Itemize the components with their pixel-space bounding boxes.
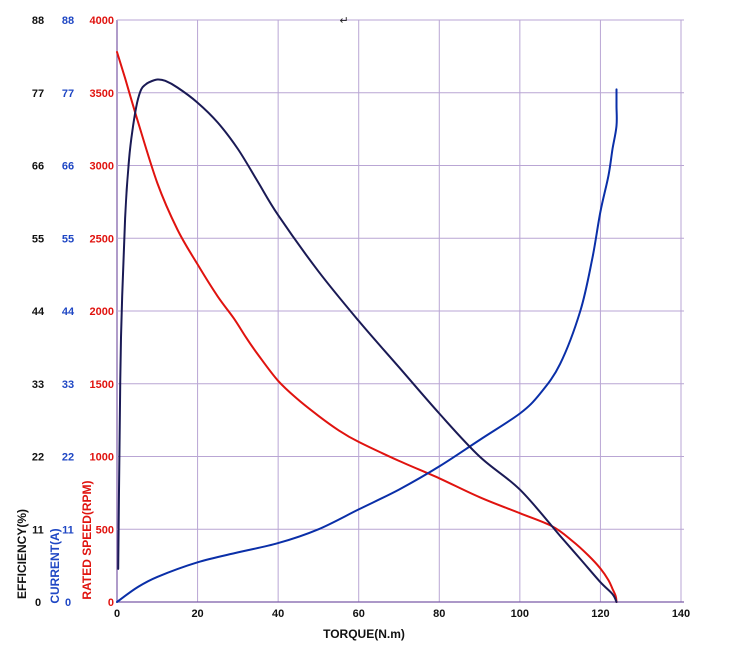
x-tick-label: 40 [272, 608, 284, 620]
x-tick-label: 120 [591, 608, 609, 620]
speed-tick-label: 2000 [90, 306, 114, 318]
efficiency-tick-label: 33 [32, 379, 44, 391]
efficiency-curve [117, 78, 618, 603]
current-axis-title: CURRENT(A) [48, 528, 62, 603]
efficiency-tick-label: 44 [32, 306, 45, 318]
current-tick-label: 44 [62, 306, 75, 318]
x-tick-label: 140 [672, 608, 690, 620]
current-tick-label: 22 [62, 452, 74, 464]
speed-tick-label: 3000 [90, 161, 114, 173]
speed-tick-label: 3500 [90, 88, 114, 100]
x-tick-label: 0 [114, 608, 120, 620]
series-lines [116, 51, 618, 603]
speed-tick-label: 1000 [90, 452, 114, 464]
grid [116, 19, 684, 603]
efficiency-tick-label: 0 [35, 597, 41, 609]
current-tick-label: 88 [62, 15, 74, 27]
current-tick-label: 11 [62, 524, 74, 536]
speed-tick-label: 1500 [90, 379, 114, 391]
current-curve [116, 88, 618, 603]
speed-axis-title: RATED SPEED(RPM) [80, 480, 94, 599]
current-tick-label: 55 [62, 233, 74, 245]
efficiency-tick-label: 11 [32, 524, 44, 536]
x-axis-title: TORQUE(N.m) [323, 627, 405, 641]
tick-labels: 0 20 40 60 80 100 120 140 0 500 1000 1500 2000 2500 30… [32, 15, 690, 620]
x-tick-label: 60 [353, 608, 365, 620]
efficiency-tick-label: 55 [32, 233, 44, 245]
x-tick-label: 80 [433, 608, 445, 620]
x-tick-label: 100 [511, 608, 529, 620]
efficiency-axis-title: EFFICIENCY(%) [15, 509, 29, 599]
current-tick-label: 0 [65, 597, 71, 609]
current-tick-label: 77 [62, 88, 74, 100]
speed-curve [116, 51, 618, 603]
current-tick-label: 33 [62, 379, 74, 391]
efficiency-tick-label: 77 [32, 88, 44, 100]
speed-tick-label: 500 [96, 524, 114, 536]
efficiency-tick-label: 66 [32, 161, 44, 173]
speed-tick-label: 4000 [90, 15, 114, 27]
speed-tick-label: 2500 [90, 233, 114, 245]
efficiency-tick-label: 22 [32, 452, 44, 464]
speed-tick-label: 0 [108, 597, 114, 609]
x-tick-label: 20 [191, 608, 203, 620]
return-symbol: ↵ [339, 14, 348, 27]
efficiency-tick-label: 88 [32, 15, 44, 27]
current-tick-label: 66 [62, 161, 74, 173]
